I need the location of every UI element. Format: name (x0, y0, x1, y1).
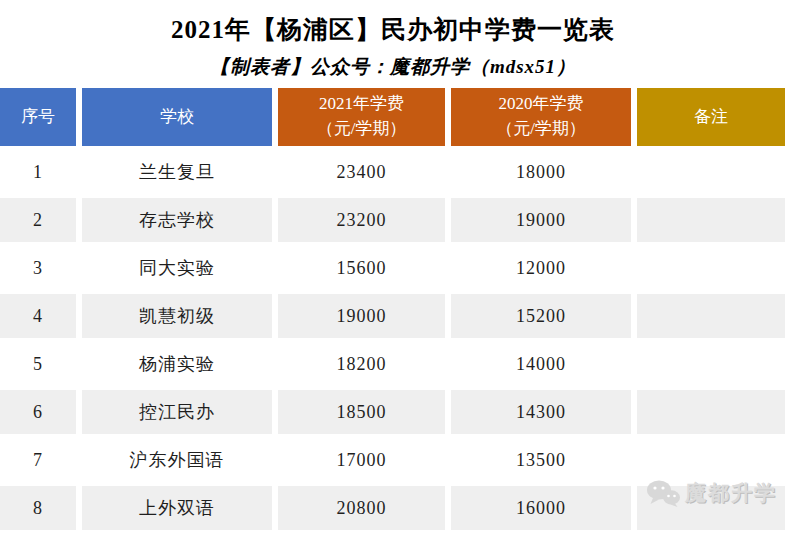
watermark: 魔都升学 (646, 479, 777, 507)
cell-fee-2021: 18500 (278, 388, 445, 436)
cell-school: 同大实验 (82, 244, 272, 292)
cell-school: 沪东外国语 (82, 436, 272, 484)
cell-fee-2021: 15600 (278, 244, 445, 292)
cell-note (637, 196, 785, 244)
cell-note (637, 388, 785, 436)
cell-fee-2020: 13500 (451, 436, 631, 484)
header-cell-school: 学校 (82, 88, 272, 146)
cell-school: 兰生复旦 (82, 148, 272, 196)
fee-table: 序号 学校 2021年学费 （元/学期） 2020年学费 （元/学期） 备注 1… (0, 88, 785, 532)
table-row: 5 杨浦实验 18200 14000 (0, 340, 785, 388)
table-row: 1 兰生复旦 23400 18000 (0, 148, 785, 196)
table-row: 6 控江民办 18500 14300 (0, 388, 785, 436)
header-cell-fee-2020: 2020年学费 （元/学期） (451, 88, 631, 146)
cell-school: 存志学校 (82, 196, 272, 244)
table-header-row: 序号 学校 2021年学费 （元/学期） 2020年学费 （元/学期） 备注 (0, 88, 785, 146)
page: 2021年【杨浦区】民办初中学费一览表 【制表者】公众号：魔都升学（mdsx51… (0, 0, 786, 533)
cell-fee-2021: 19000 (278, 292, 445, 340)
watermark-text: 魔都升学 (685, 479, 777, 507)
cell-fee-2020: 14000 (451, 340, 631, 388)
cell-school: 上外双语 (82, 484, 272, 532)
cell-school: 控江民办 (82, 388, 272, 436)
header-cell-note: 备注 (637, 88, 785, 146)
cell-no: 1 (0, 148, 76, 196)
cell-note (637, 340, 785, 388)
table-body: 1 兰生复旦 23400 18000 2 存志学校 23200 19000 3 … (0, 148, 785, 532)
cell-no: 8 (0, 484, 76, 532)
cell-no: 7 (0, 436, 76, 484)
cell-no: 6 (0, 388, 76, 436)
cell-no: 5 (0, 340, 76, 388)
cell-school: 杨浦实验 (82, 340, 272, 388)
cell-note (637, 148, 785, 196)
cell-no: 2 (0, 196, 76, 244)
cell-fee-2020: 14300 (451, 388, 631, 436)
cell-fee-2020: 16000 (451, 484, 631, 532)
cell-fee-2021: 18200 (278, 340, 445, 388)
cell-fee-2020: 19000 (451, 196, 631, 244)
table-row: 2 存志学校 23200 19000 (0, 196, 785, 244)
cell-school: 凯慧初级 (82, 292, 272, 340)
cell-fee-2021: 17000 (278, 436, 445, 484)
cell-fee-2020: 15200 (451, 292, 631, 340)
cell-note (637, 436, 785, 484)
cell-no: 4 (0, 292, 76, 340)
table-row: 4 凯慧初级 19000 15200 (0, 292, 785, 340)
cell-note (637, 244, 785, 292)
cell-fee-2020: 12000 (451, 244, 631, 292)
cell-fee-2021: 23400 (278, 148, 445, 196)
table-row: 3 同大实验 15600 12000 (0, 244, 785, 292)
cell-fee-2021: 23200 (278, 196, 445, 244)
table-row: 7 沪东外国语 17000 13500 (0, 436, 785, 484)
cell-fee-2021: 20800 (278, 484, 445, 532)
header-cell-fee-2021: 2021年学费 （元/学期） (278, 88, 445, 146)
header-cell-no: 序号 (0, 88, 76, 146)
page-title: 2021年【杨浦区】民办初中学费一览表 (0, 0, 786, 45)
cell-no: 3 (0, 244, 76, 292)
page-subtitle: 【制表者】公众号：魔都升学（mdsx51） (0, 54, 786, 80)
cell-note (637, 292, 785, 340)
wechat-icon (646, 479, 680, 507)
cell-fee-2020: 18000 (451, 148, 631, 196)
